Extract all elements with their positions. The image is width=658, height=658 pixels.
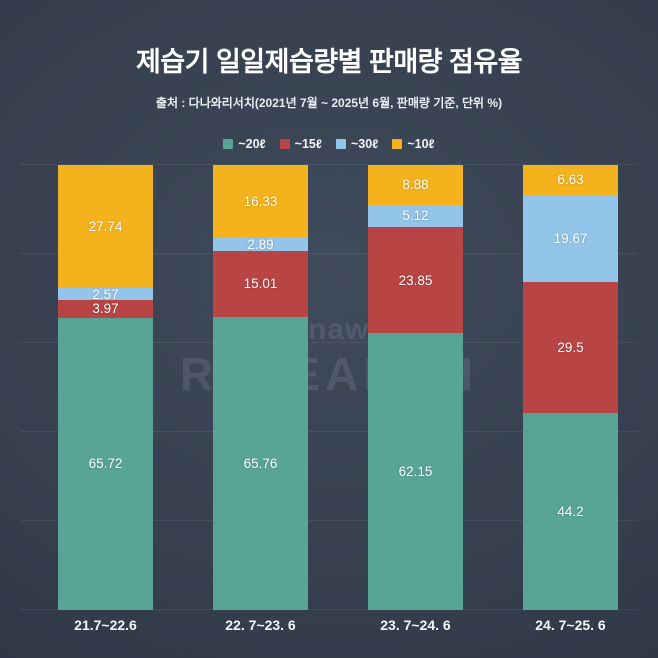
x-axis-label: 23. 7~24. 6: [380, 617, 451, 633]
gridline: [20, 253, 638, 254]
legend: ~20ℓ ~15ℓ ~30ℓ ~10ℓ: [0, 137, 658, 151]
bar-segment-~20ℓ: 65.72: [58, 317, 153, 610]
gridline: [20, 342, 638, 343]
segment-value: 6.63: [557, 172, 584, 188]
segment-value: 8.88: [402, 177, 429, 193]
x-axis-label: 24. 7~25. 6: [535, 617, 606, 633]
segment-value: 23.85: [398, 272, 433, 288]
segment-value: 2.89: [247, 236, 274, 252]
legend-item: ~15ℓ: [279, 137, 322, 151]
legend-label: ~30ℓ: [351, 137, 379, 151]
x-axis-labels: 21.7~22.6 22. 7~23. 6 23. 7~24. 6 24. 7~25.…: [0, 617, 658, 633]
segment-value: 65.72: [88, 456, 123, 472]
gridlines: [0, 164, 658, 610]
segment-value: 65.76: [243, 456, 278, 472]
bar-segment-~30ℓ: 2.57: [58, 286, 153, 302]
legend-swatch-icon: [336, 139, 346, 149]
legend-item: ~20ℓ: [223, 137, 266, 151]
source-subtitle: 출처 : 다나와리서치(2021년 7월 ~ 2025년 6월, 판매량 기준,…: [155, 96, 503, 110]
page-title: 제습기 일일제습량별 판매량 점유율: [135, 47, 523, 77]
legend-label: ~10ℓ: [407, 137, 435, 151]
legend-label: ~20ℓ: [238, 137, 266, 151]
bar-segment-~10ℓ: 16.33: [213, 165, 308, 238]
segment-value: 29.5: [557, 340, 584, 356]
segment-value: 62.15: [398, 464, 433, 480]
segment-value: 15.01: [243, 276, 278, 292]
legend-swatch-icon: [223, 139, 234, 149]
bar-segment-~15ℓ: 29.5: [523, 282, 618, 414]
legend-label: ~15ℓ: [294, 137, 322, 151]
gridline: [20, 431, 638, 432]
stacked-bar: 8.88 5.12 23.85 62.15: [368, 165, 463, 610]
bar-segment-~10ℓ: 6.63: [523, 165, 618, 195]
gridline: [20, 609, 638, 610]
gridline: [20, 164, 638, 165]
segment-value: 19.67: [553, 230, 588, 246]
bar-segment-~15ℓ: 23.85: [368, 227, 463, 334]
header: 제습기 일일제습량별 판매량 점유율 출처 : 다나와리서치(2021년 7월 …: [0, 40, 658, 111]
bar-segment-~15ℓ: 3.97: [58, 299, 153, 318]
stacked-bar: 27.74 2.57 3.97 65.72: [58, 165, 153, 610]
gridline: [20, 520, 638, 521]
legend-swatch-icon: [392, 139, 403, 149]
bars: 27.74 2.57 3.97 65.72 16.33 2.89 15.01 65.76 8.8…: [0, 165, 658, 610]
segment-value: 44.2: [557, 504, 584, 520]
legend-item: ~30ℓ: [336, 137, 378, 151]
x-axis-label: 22. 7~23. 6: [225, 617, 296, 633]
segment-value: 2.57: [92, 286, 119, 302]
segment-value: 3.97: [92, 301, 119, 317]
stacked-bar: 16.33 2.89 15.01 65.76: [213, 165, 308, 610]
bar-segment-~20ℓ: 62.15: [368, 333, 463, 610]
x-axis-label: 21.7~22.6: [74, 617, 137, 633]
bar-segment-~30ℓ: 19.67: [523, 194, 618, 283]
chart-area: danawa RESEARCH 27.74 2.57 3.97 65.72 16.33 2…: [0, 164, 658, 610]
segment-value: 5.12: [402, 208, 429, 224]
segment-value: 27.74: [88, 219, 123, 235]
bar-segment-~10ℓ: 8.88: [368, 165, 463, 205]
segment-value: 16.33: [243, 193, 278, 209]
bar-segment-~30ℓ: 2.89: [213, 236, 308, 252]
bar-segment-~20ℓ: 65.76: [213, 317, 308, 610]
bar-segment-~30ℓ: 5.12: [368, 204, 463, 228]
legend-swatch-icon: [279, 139, 290, 149]
bar-segment-~15ℓ: 15.01: [213, 250, 308, 318]
bar-segment-~10ℓ: 27.74: [58, 165, 153, 289]
stacked-bar: 6.63 19.67 29.5 44.2: [523, 165, 618, 610]
bar-segment-~20ℓ: 44.2: [523, 413, 618, 610]
legend-item: ~10ℓ: [392, 137, 435, 151]
